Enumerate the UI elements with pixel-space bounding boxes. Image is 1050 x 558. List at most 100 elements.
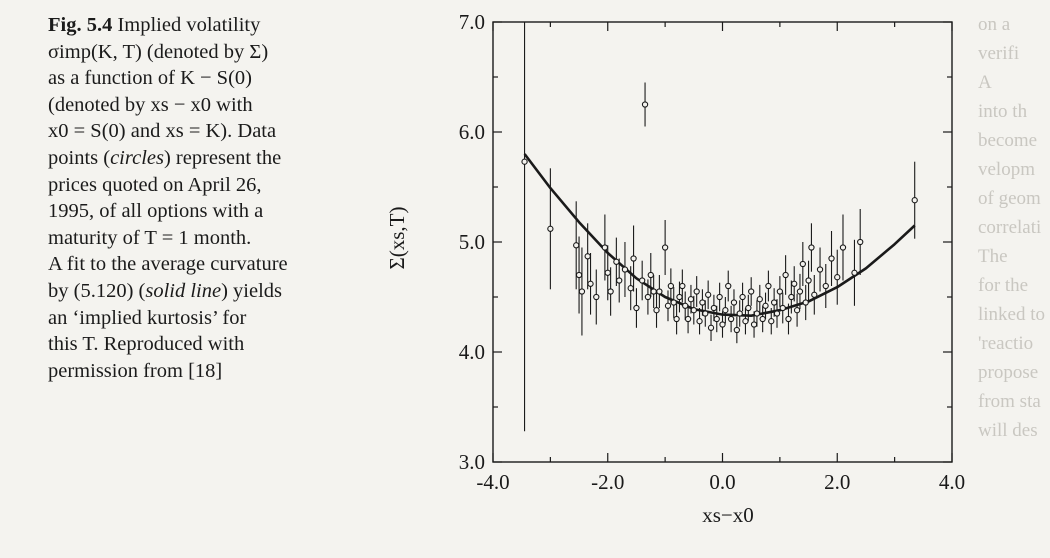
caption-line: (denoted by xs − x0 with xyxy=(48,93,253,116)
data-point xyxy=(696,318,703,325)
data-point xyxy=(811,291,818,298)
data-point xyxy=(748,288,755,295)
y-axis-label: Σ(xs,T) xyxy=(385,207,409,270)
caption-line: an ‘implied kurtosis’ for xyxy=(48,306,247,329)
caption-text: by (5.120) ( xyxy=(48,279,146,302)
caption-text: ) represent the xyxy=(163,146,282,169)
data-point xyxy=(627,285,634,292)
data-point xyxy=(770,299,778,306)
caption-text: points ( xyxy=(48,146,111,169)
data-point xyxy=(808,244,815,251)
bleed-through-line: of geom xyxy=(978,188,1041,209)
data-point xyxy=(593,293,600,301)
x-axis-label: xs−x0 xyxy=(702,503,754,527)
data-point xyxy=(653,307,660,314)
data-point xyxy=(816,266,824,273)
data-point xyxy=(633,304,640,312)
data-point xyxy=(702,310,709,317)
bleed-through-line: from sta xyxy=(978,391,1041,412)
data-point xyxy=(587,280,594,287)
data-point xyxy=(742,318,749,325)
data-point xyxy=(799,260,806,268)
x-tick-label: 4.0 xyxy=(939,470,965,494)
data-point xyxy=(911,197,918,204)
volatility-chart: -4.0 -2.0 0.0 2.0 4.0 3.0 4.0 5.0 6.0 7.0 xs−x0 Σ… xyxy=(385,10,965,527)
y-tick-label: 3.0 xyxy=(459,450,485,474)
bleed-through-line: A xyxy=(978,72,992,93)
caption-line: σimp(K, T) (denoted by Σ) xyxy=(48,40,269,63)
bleed-through-line: propose xyxy=(978,362,1039,383)
data-point xyxy=(647,271,654,279)
data-point xyxy=(710,304,718,312)
data-point xyxy=(828,255,835,262)
data-point xyxy=(782,271,789,279)
caption-line: A fit to the average curvature xyxy=(48,253,288,276)
data-point xyxy=(745,304,752,312)
caption-line: permission from [18] xyxy=(48,359,223,382)
data-point xyxy=(644,293,652,301)
data-point xyxy=(687,296,695,303)
data-point xyxy=(739,293,746,301)
x-tick-label: 2.0 xyxy=(824,470,850,494)
chart-marks: -4.0 -2.0 0.0 2.0 4.0 3.0 4.0 5.0 6.0 7.0 xyxy=(459,10,965,494)
data-point xyxy=(670,299,677,306)
data-point xyxy=(613,258,620,265)
data-point xyxy=(736,310,743,317)
bleed-through-line: will des xyxy=(978,420,1038,441)
data-point xyxy=(684,315,692,323)
caption-line: 1995, of all options with a xyxy=(48,200,264,223)
bleed-through-line: correlati xyxy=(978,217,1042,238)
figure-caption: Fig. 5.4 Implied volatility σimp(K, T) (… xyxy=(48,12,366,384)
y-tick-label: 6.0 xyxy=(459,120,485,144)
data-point xyxy=(707,324,715,331)
data-point xyxy=(802,299,809,306)
data-point xyxy=(727,315,735,323)
data-point xyxy=(690,307,697,314)
bleed-through-line: become xyxy=(978,130,1038,151)
figure-label: Fig. 5.4 xyxy=(48,14,113,36)
x-tick-label: -4.0 xyxy=(476,470,509,494)
data-point xyxy=(768,318,775,325)
data-point xyxy=(607,288,614,295)
bleed-through-line: The xyxy=(978,246,1008,267)
data-point xyxy=(725,282,732,290)
bleed-through-line: for the xyxy=(978,275,1029,296)
x-tick-label: -2.0 xyxy=(591,470,624,494)
data-point xyxy=(699,299,706,306)
data-point xyxy=(641,101,649,108)
data-point xyxy=(857,238,864,246)
x-tick-label: 0.0 xyxy=(709,470,735,494)
data-point xyxy=(756,296,763,303)
data-point xyxy=(822,282,829,290)
data-point xyxy=(578,288,586,295)
data-point xyxy=(773,310,781,317)
data-point xyxy=(656,288,663,295)
data-point xyxy=(661,244,669,251)
data-point xyxy=(834,274,841,281)
caption-line: maturity of T = 1 month. xyxy=(48,226,252,249)
data-point xyxy=(733,326,740,334)
data-point xyxy=(793,307,801,314)
data-point xyxy=(805,277,812,284)
y-tick-label: 5.0 xyxy=(459,230,485,254)
plot-frame xyxy=(492,21,953,463)
bleed-through-line: velopm xyxy=(978,159,1035,180)
data-point xyxy=(616,277,623,284)
data-point xyxy=(779,304,786,312)
data-point xyxy=(705,291,712,298)
data-point xyxy=(621,266,629,273)
bleed-through-line: linked to xyxy=(978,304,1046,325)
data-point xyxy=(839,244,847,251)
caption-line: this T. Reproduced with xyxy=(48,333,245,356)
data-point xyxy=(791,280,798,287)
data-point xyxy=(679,282,686,290)
data-point xyxy=(719,321,726,328)
data-point xyxy=(673,315,680,323)
y-tick-label: 4.0 xyxy=(459,340,485,364)
data-point xyxy=(785,315,792,323)
bleed-through-line: into th xyxy=(978,101,1028,122)
data-point xyxy=(750,321,758,328)
data-point xyxy=(693,288,700,295)
